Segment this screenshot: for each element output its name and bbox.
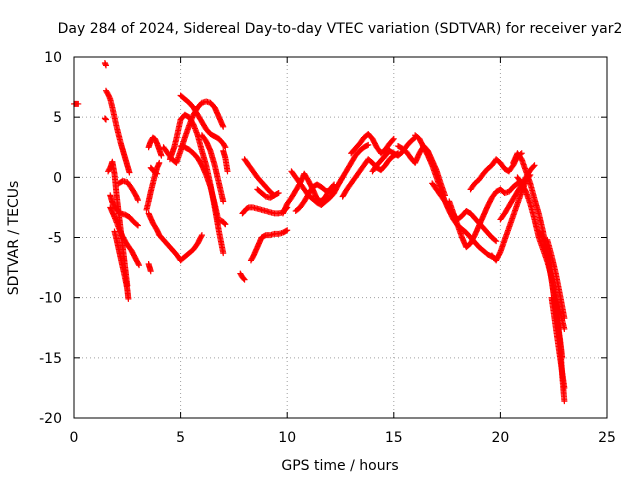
data-point — [283, 227, 290, 234]
data-point — [389, 136, 396, 143]
data-point — [156, 159, 163, 166]
data-point — [126, 169, 133, 176]
data-point — [220, 198, 227, 205]
data-series-s21 — [220, 147, 231, 175]
data-series-s07 — [115, 177, 141, 204]
data-point — [284, 227, 291, 234]
data-series-s13 — [143, 159, 163, 213]
data-point — [222, 144, 229, 151]
data-series-s10 — [145, 260, 154, 275]
data-point — [561, 315, 568, 322]
data-series-s09 — [107, 204, 143, 269]
data-series — [71, 60, 568, 405]
data-series-s31 — [348, 131, 397, 157]
data-point — [102, 62, 109, 69]
data-series-s06 — [111, 228, 132, 302]
y-axis-label: SDTVAR / TECUs — [6, 181, 22, 296]
data-point — [561, 398, 568, 405]
data-point — [220, 123, 227, 130]
data-point — [390, 135, 397, 142]
data-series-s14 — [145, 210, 205, 264]
data-series-s22 — [237, 270, 248, 283]
data-point — [134, 197, 141, 204]
data-point — [158, 152, 165, 159]
data-point — [275, 189, 282, 196]
data-series-s36 — [446, 179, 525, 251]
data-point — [134, 222, 141, 229]
data-point — [221, 220, 228, 227]
data-point — [561, 384, 568, 391]
data-series-s04 — [102, 87, 133, 176]
y-tick-label: -20 — [39, 411, 62, 427]
data-series-s02 — [101, 60, 109, 69]
data-point — [102, 116, 109, 123]
data-point — [240, 275, 247, 282]
data-series-s32 — [369, 134, 419, 175]
data-point — [221, 143, 228, 150]
y-tick-label: 10 — [44, 50, 62, 66]
data-point — [136, 262, 143, 269]
data-series-s03 — [101, 115, 109, 123]
data-point — [220, 250, 227, 257]
data-point — [75, 100, 82, 107]
x-tick-label: 15 — [385, 430, 403, 446]
data-point — [561, 325, 568, 332]
x-tick-label: 5 — [176, 430, 185, 446]
data-point — [274, 190, 281, 197]
data-series-s08 — [107, 192, 141, 229]
data-point — [222, 221, 229, 228]
axes: 0 5 10 15 20 25 -20 -15 -10 -5 0 5 10 — [39, 50, 616, 446]
data-point — [493, 238, 500, 245]
data-series-s19 — [198, 132, 227, 205]
data-point — [224, 168, 231, 175]
data-point — [135, 260, 142, 267]
data-series-s43 — [544, 236, 568, 322]
y-tick-label: -15 — [39, 351, 62, 367]
data-point — [198, 232, 205, 239]
data-series-s25 — [247, 227, 291, 264]
x-tick-label: 10 — [278, 430, 296, 446]
y-tick-label: -5 — [48, 231, 62, 247]
chart-title: Day 284 of 2024, Sidereal Day-to-day VTE… — [58, 21, 623, 37]
data-series-s44 — [548, 294, 568, 391]
data-point — [365, 141, 372, 148]
data-series-s12 — [145, 134, 165, 159]
data-series-s20 — [218, 217, 229, 228]
data-series-s01 — [71, 100, 82, 107]
y-tick-label: 0 — [53, 170, 62, 186]
data-point — [530, 163, 537, 170]
y-tick-label: -10 — [39, 291, 62, 307]
data-series-s18 — [177, 143, 222, 227]
x-axis-label: GPS time / hours — [281, 458, 398, 474]
data-point — [133, 221, 140, 228]
data-point — [147, 268, 154, 275]
data-point — [241, 276, 248, 283]
data-series-s23 — [241, 156, 278, 199]
data-series-s26 — [254, 186, 282, 201]
x-tick-label: 0 — [70, 430, 79, 446]
x-tick-label: 20 — [491, 430, 509, 446]
data-point — [198, 233, 205, 240]
data-point — [492, 237, 499, 244]
data-series-s16 — [177, 92, 229, 151]
x-tick-label: 25 — [598, 430, 616, 446]
data-point — [531, 162, 538, 169]
y-tick-label: 5 — [53, 110, 62, 126]
data-point — [364, 142, 371, 149]
data-point — [539, 233, 546, 240]
data-series-s29 — [292, 141, 372, 215]
data-point — [125, 295, 132, 302]
